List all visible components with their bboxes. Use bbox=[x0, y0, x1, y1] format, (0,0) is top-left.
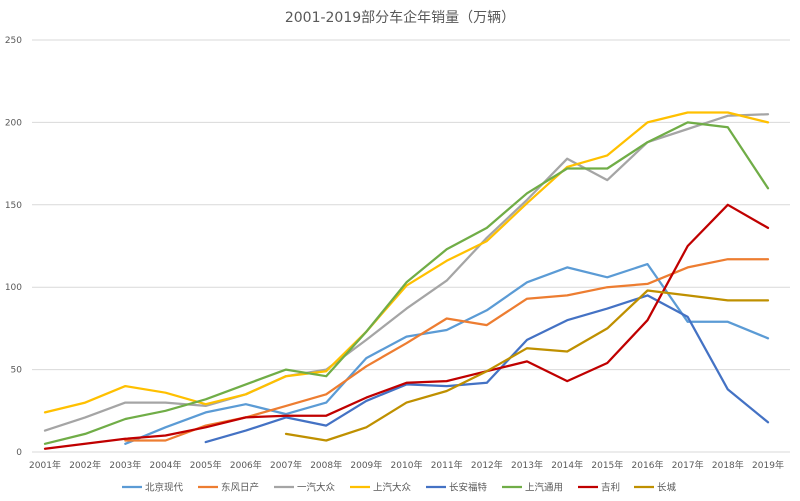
legend-label: 长安福特 bbox=[449, 482, 488, 494]
legend-label: 上汽大众 bbox=[373, 482, 412, 494]
series-line-3 bbox=[43, 111, 770, 414]
legend-item: 上汽通用 bbox=[502, 482, 563, 494]
x-tick-label: 2002年 bbox=[69, 459, 101, 471]
y-tick-label: 250 bbox=[5, 36, 22, 46]
legend: 北京现代 东风日产 一汽大众 上汽大众 长安福特 上汽通用 吉利 长城 bbox=[122, 482, 677, 494]
x-tick-label: 2007年 bbox=[270, 459, 302, 471]
x-tick-label: 2012年 bbox=[471, 459, 503, 471]
y-tick-label: 50 bbox=[11, 366, 23, 376]
y-tick-label: 100 bbox=[5, 283, 22, 293]
series-line-7 bbox=[284, 289, 770, 442]
legend-item: 长安福特 bbox=[426, 482, 488, 494]
y-tick-label: 150 bbox=[5, 201, 22, 211]
series-lines bbox=[43, 111, 770, 450]
x-tick-label: 2014年 bbox=[551, 459, 583, 471]
legend-item: 北京现代 bbox=[122, 482, 184, 494]
legend-label: 一汽大众 bbox=[297, 482, 336, 494]
x-tick-label: 2005年 bbox=[190, 459, 222, 471]
y-tick-label: 0 bbox=[16, 448, 22, 458]
series-line-6 bbox=[43, 203, 770, 450]
x-tick-label: 2013年 bbox=[511, 459, 543, 471]
x-tick-label: 2019年 bbox=[752, 459, 784, 471]
y-tick-label: 200 bbox=[5, 118, 22, 128]
legend-item: 长城 bbox=[634, 482, 677, 494]
legend-item: 东风日产 bbox=[198, 482, 259, 494]
x-tick-label: 2018年 bbox=[712, 459, 744, 471]
x-tick-label: 2009年 bbox=[350, 459, 382, 471]
legend-item: 上汽大众 bbox=[350, 482, 412, 494]
legend-label: 长城 bbox=[657, 482, 677, 494]
x-tick-label: 2016年 bbox=[632, 459, 664, 471]
x-tick-label: 2010年 bbox=[391, 459, 423, 471]
series-line-4 bbox=[204, 294, 770, 444]
legend-label: 吉利 bbox=[601, 482, 620, 494]
x-axis-ticks: 2001年 2002年 2003年 2004年 2005年 2006年 2007年 2008年… bbox=[29, 459, 784, 471]
series-line-1 bbox=[124, 258, 770, 442]
x-tick-label: 2004年 bbox=[150, 459, 182, 471]
x-tick-label: 2015年 bbox=[591, 459, 623, 471]
legend-item: 一汽大众 bbox=[274, 482, 336, 494]
x-tick-label: 2017年 bbox=[672, 459, 704, 471]
chart-title: 2001-2019部分车企年销量（万辆） bbox=[285, 9, 515, 26]
legend-label: 北京现代 bbox=[145, 482, 184, 494]
x-tick-label: 2001年 bbox=[29, 459, 61, 471]
y-axis-ticks: 0 50 100 150 200 250 bbox=[5, 36, 22, 458]
legend-label: 上汽通用 bbox=[525, 482, 563, 494]
x-tick-label: 2003年 bbox=[109, 459, 141, 471]
legend-item: 吉利 bbox=[578, 482, 620, 494]
x-tick-label: 2011年 bbox=[431, 459, 463, 471]
x-tick-label: 2008年 bbox=[310, 459, 342, 471]
series-line-5 bbox=[43, 121, 770, 445]
legend-label: 东风日产 bbox=[221, 482, 259, 494]
gridlines bbox=[32, 39, 790, 453]
x-tick-label: 2006年 bbox=[230, 459, 262, 471]
series-line-0 bbox=[124, 262, 770, 445]
